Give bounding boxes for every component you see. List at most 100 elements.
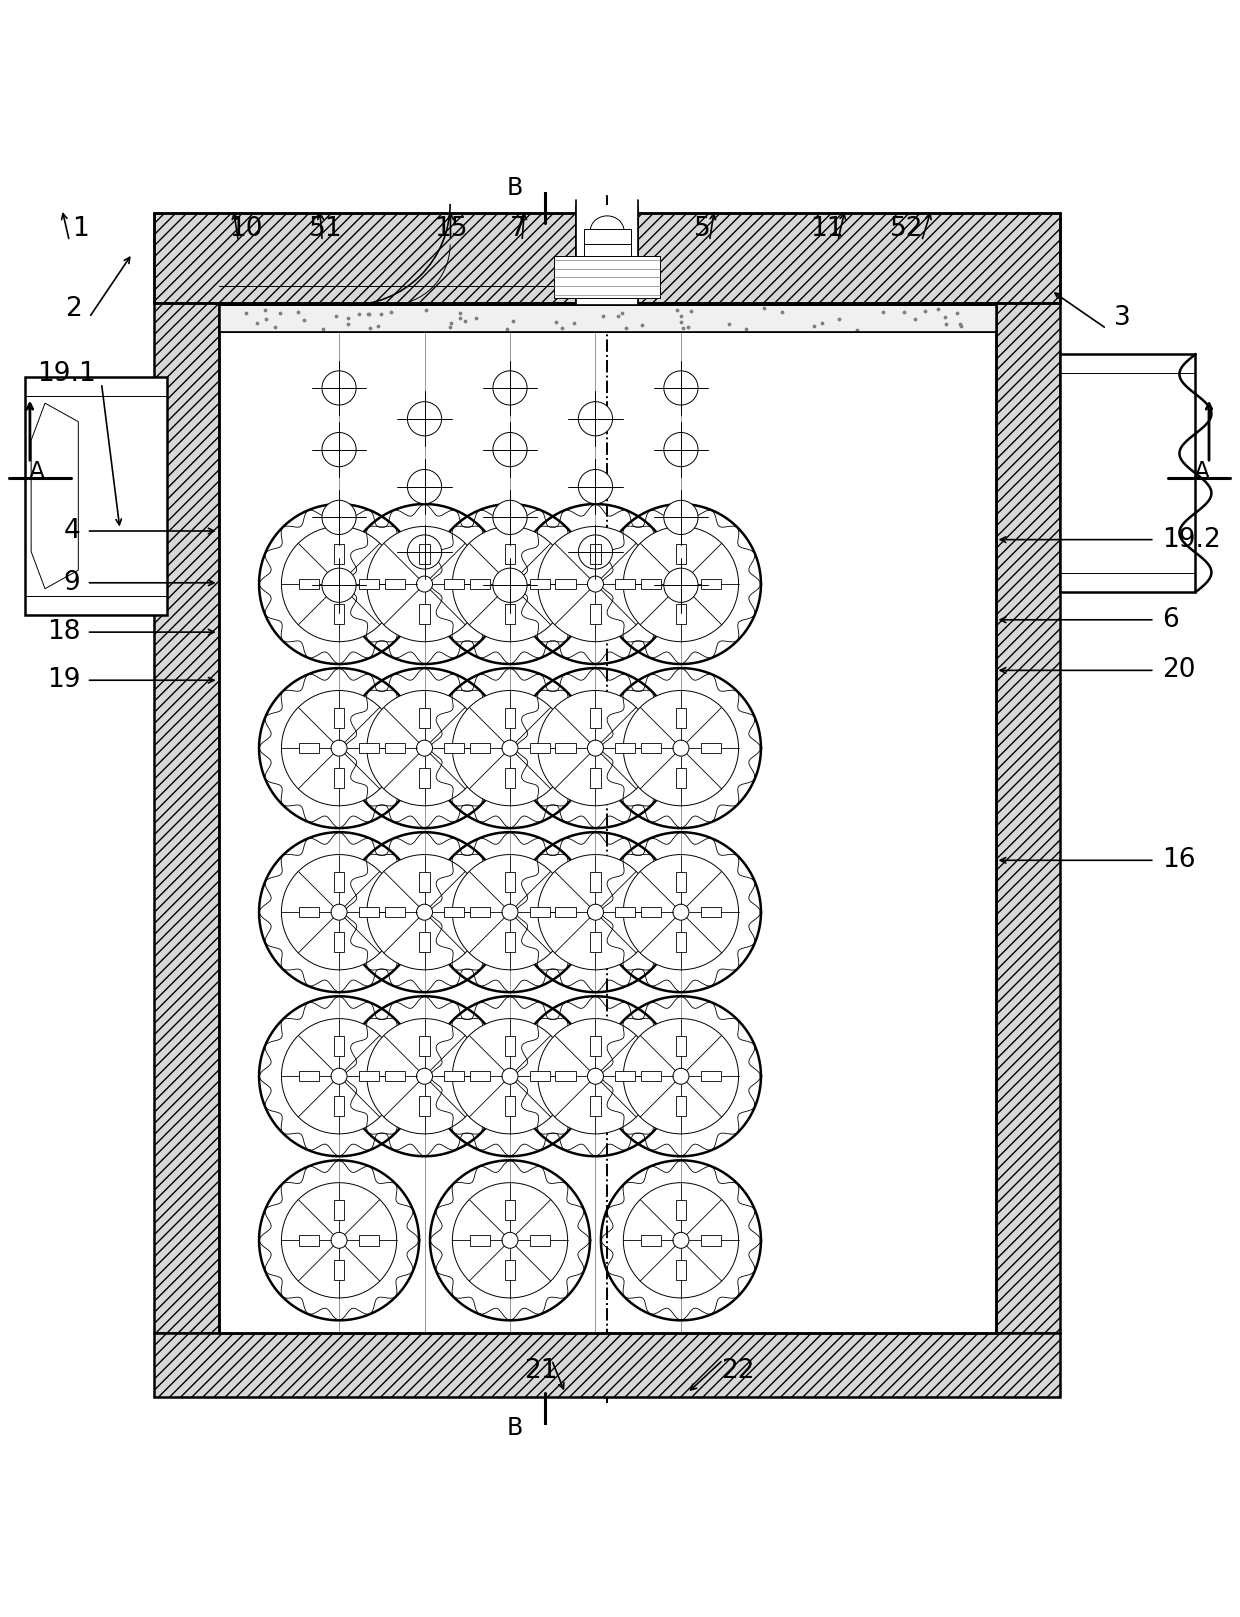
- Point: [681, 298, 701, 323]
- Point: [673, 315, 693, 341]
- Circle shape: [624, 854, 739, 970]
- Polygon shape: [676, 1200, 686, 1221]
- Point: [812, 310, 832, 336]
- Circle shape: [453, 690, 568, 805]
- Polygon shape: [590, 708, 600, 728]
- Point: [381, 299, 401, 325]
- Text: 11: 11: [810, 215, 843, 243]
- Circle shape: [417, 576, 433, 592]
- Circle shape: [673, 741, 689, 757]
- Polygon shape: [384, 742, 404, 754]
- Polygon shape: [701, 907, 720, 917]
- Point: [771, 299, 791, 325]
- Point: [667, 298, 687, 323]
- Polygon shape: [676, 605, 686, 624]
- Circle shape: [673, 1069, 689, 1085]
- Circle shape: [538, 690, 653, 805]
- Circle shape: [502, 1069, 518, 1085]
- Circle shape: [588, 1069, 604, 1085]
- Point: [894, 299, 914, 325]
- Polygon shape: [701, 1235, 720, 1245]
- Polygon shape: [334, 543, 345, 564]
- Polygon shape: [556, 907, 575, 917]
- Point: [947, 299, 967, 325]
- Polygon shape: [590, 931, 600, 952]
- Circle shape: [663, 568, 698, 603]
- Point: [608, 302, 627, 328]
- Circle shape: [673, 576, 689, 592]
- Circle shape: [502, 576, 518, 592]
- Bar: [25, 377, 167, 614]
- Circle shape: [588, 904, 604, 920]
- Polygon shape: [334, 872, 345, 893]
- Polygon shape: [505, 768, 515, 787]
- Polygon shape: [590, 1096, 600, 1116]
- Bar: [218, 306, 996, 333]
- Polygon shape: [529, 1070, 551, 1082]
- Polygon shape: [334, 768, 345, 787]
- Polygon shape: [360, 1070, 379, 1082]
- Point: [237, 299, 257, 325]
- Polygon shape: [615, 907, 635, 917]
- Text: 1: 1: [72, 215, 89, 243]
- Polygon shape: [505, 1036, 515, 1056]
- Circle shape: [624, 527, 739, 642]
- Circle shape: [578, 535, 613, 569]
- Point: [613, 301, 632, 327]
- Circle shape: [578, 401, 613, 437]
- Circle shape: [502, 741, 518, 757]
- Polygon shape: [384, 579, 404, 589]
- Point: [805, 314, 825, 340]
- Point: [339, 310, 358, 336]
- Bar: [224, 302, 450, 306]
- Point: [754, 296, 774, 322]
- Polygon shape: [470, 1070, 490, 1082]
- Polygon shape: [505, 708, 515, 728]
- Point: [288, 299, 308, 325]
- Polygon shape: [334, 1260, 345, 1281]
- Polygon shape: [505, 543, 515, 564]
- Bar: [577, 205, 637, 302]
- Polygon shape: [419, 1096, 430, 1116]
- Point: [326, 302, 346, 328]
- Point: [455, 307, 475, 333]
- Circle shape: [322, 370, 356, 404]
- Point: [616, 315, 636, 341]
- Polygon shape: [360, 1235, 379, 1245]
- Circle shape: [494, 568, 527, 603]
- Text: B: B: [506, 1415, 523, 1439]
- Circle shape: [417, 1069, 433, 1085]
- Circle shape: [331, 741, 347, 757]
- Circle shape: [408, 401, 441, 437]
- Polygon shape: [470, 907, 490, 917]
- Text: 4: 4: [63, 517, 81, 543]
- Polygon shape: [470, 579, 490, 589]
- Circle shape: [367, 527, 482, 642]
- Circle shape: [502, 1232, 518, 1248]
- Polygon shape: [384, 1070, 404, 1082]
- Polygon shape: [641, 1235, 661, 1245]
- Polygon shape: [676, 768, 686, 787]
- Polygon shape: [444, 907, 465, 917]
- Point: [264, 314, 284, 340]
- Polygon shape: [419, 931, 430, 952]
- Point: [339, 306, 358, 331]
- Circle shape: [408, 469, 441, 503]
- Bar: [155, 302, 218, 1332]
- Polygon shape: [419, 543, 430, 564]
- Polygon shape: [676, 1096, 686, 1116]
- Point: [497, 315, 517, 341]
- Circle shape: [588, 741, 604, 757]
- Ellipse shape: [590, 217, 624, 247]
- Circle shape: [417, 741, 433, 757]
- Polygon shape: [556, 742, 575, 754]
- Circle shape: [331, 576, 347, 592]
- Circle shape: [331, 904, 347, 920]
- Circle shape: [453, 1019, 568, 1134]
- Circle shape: [494, 500, 527, 535]
- Text: 3: 3: [1115, 304, 1131, 330]
- Circle shape: [663, 370, 698, 404]
- Point: [594, 302, 614, 328]
- Polygon shape: [299, 579, 319, 589]
- Polygon shape: [334, 1200, 345, 1221]
